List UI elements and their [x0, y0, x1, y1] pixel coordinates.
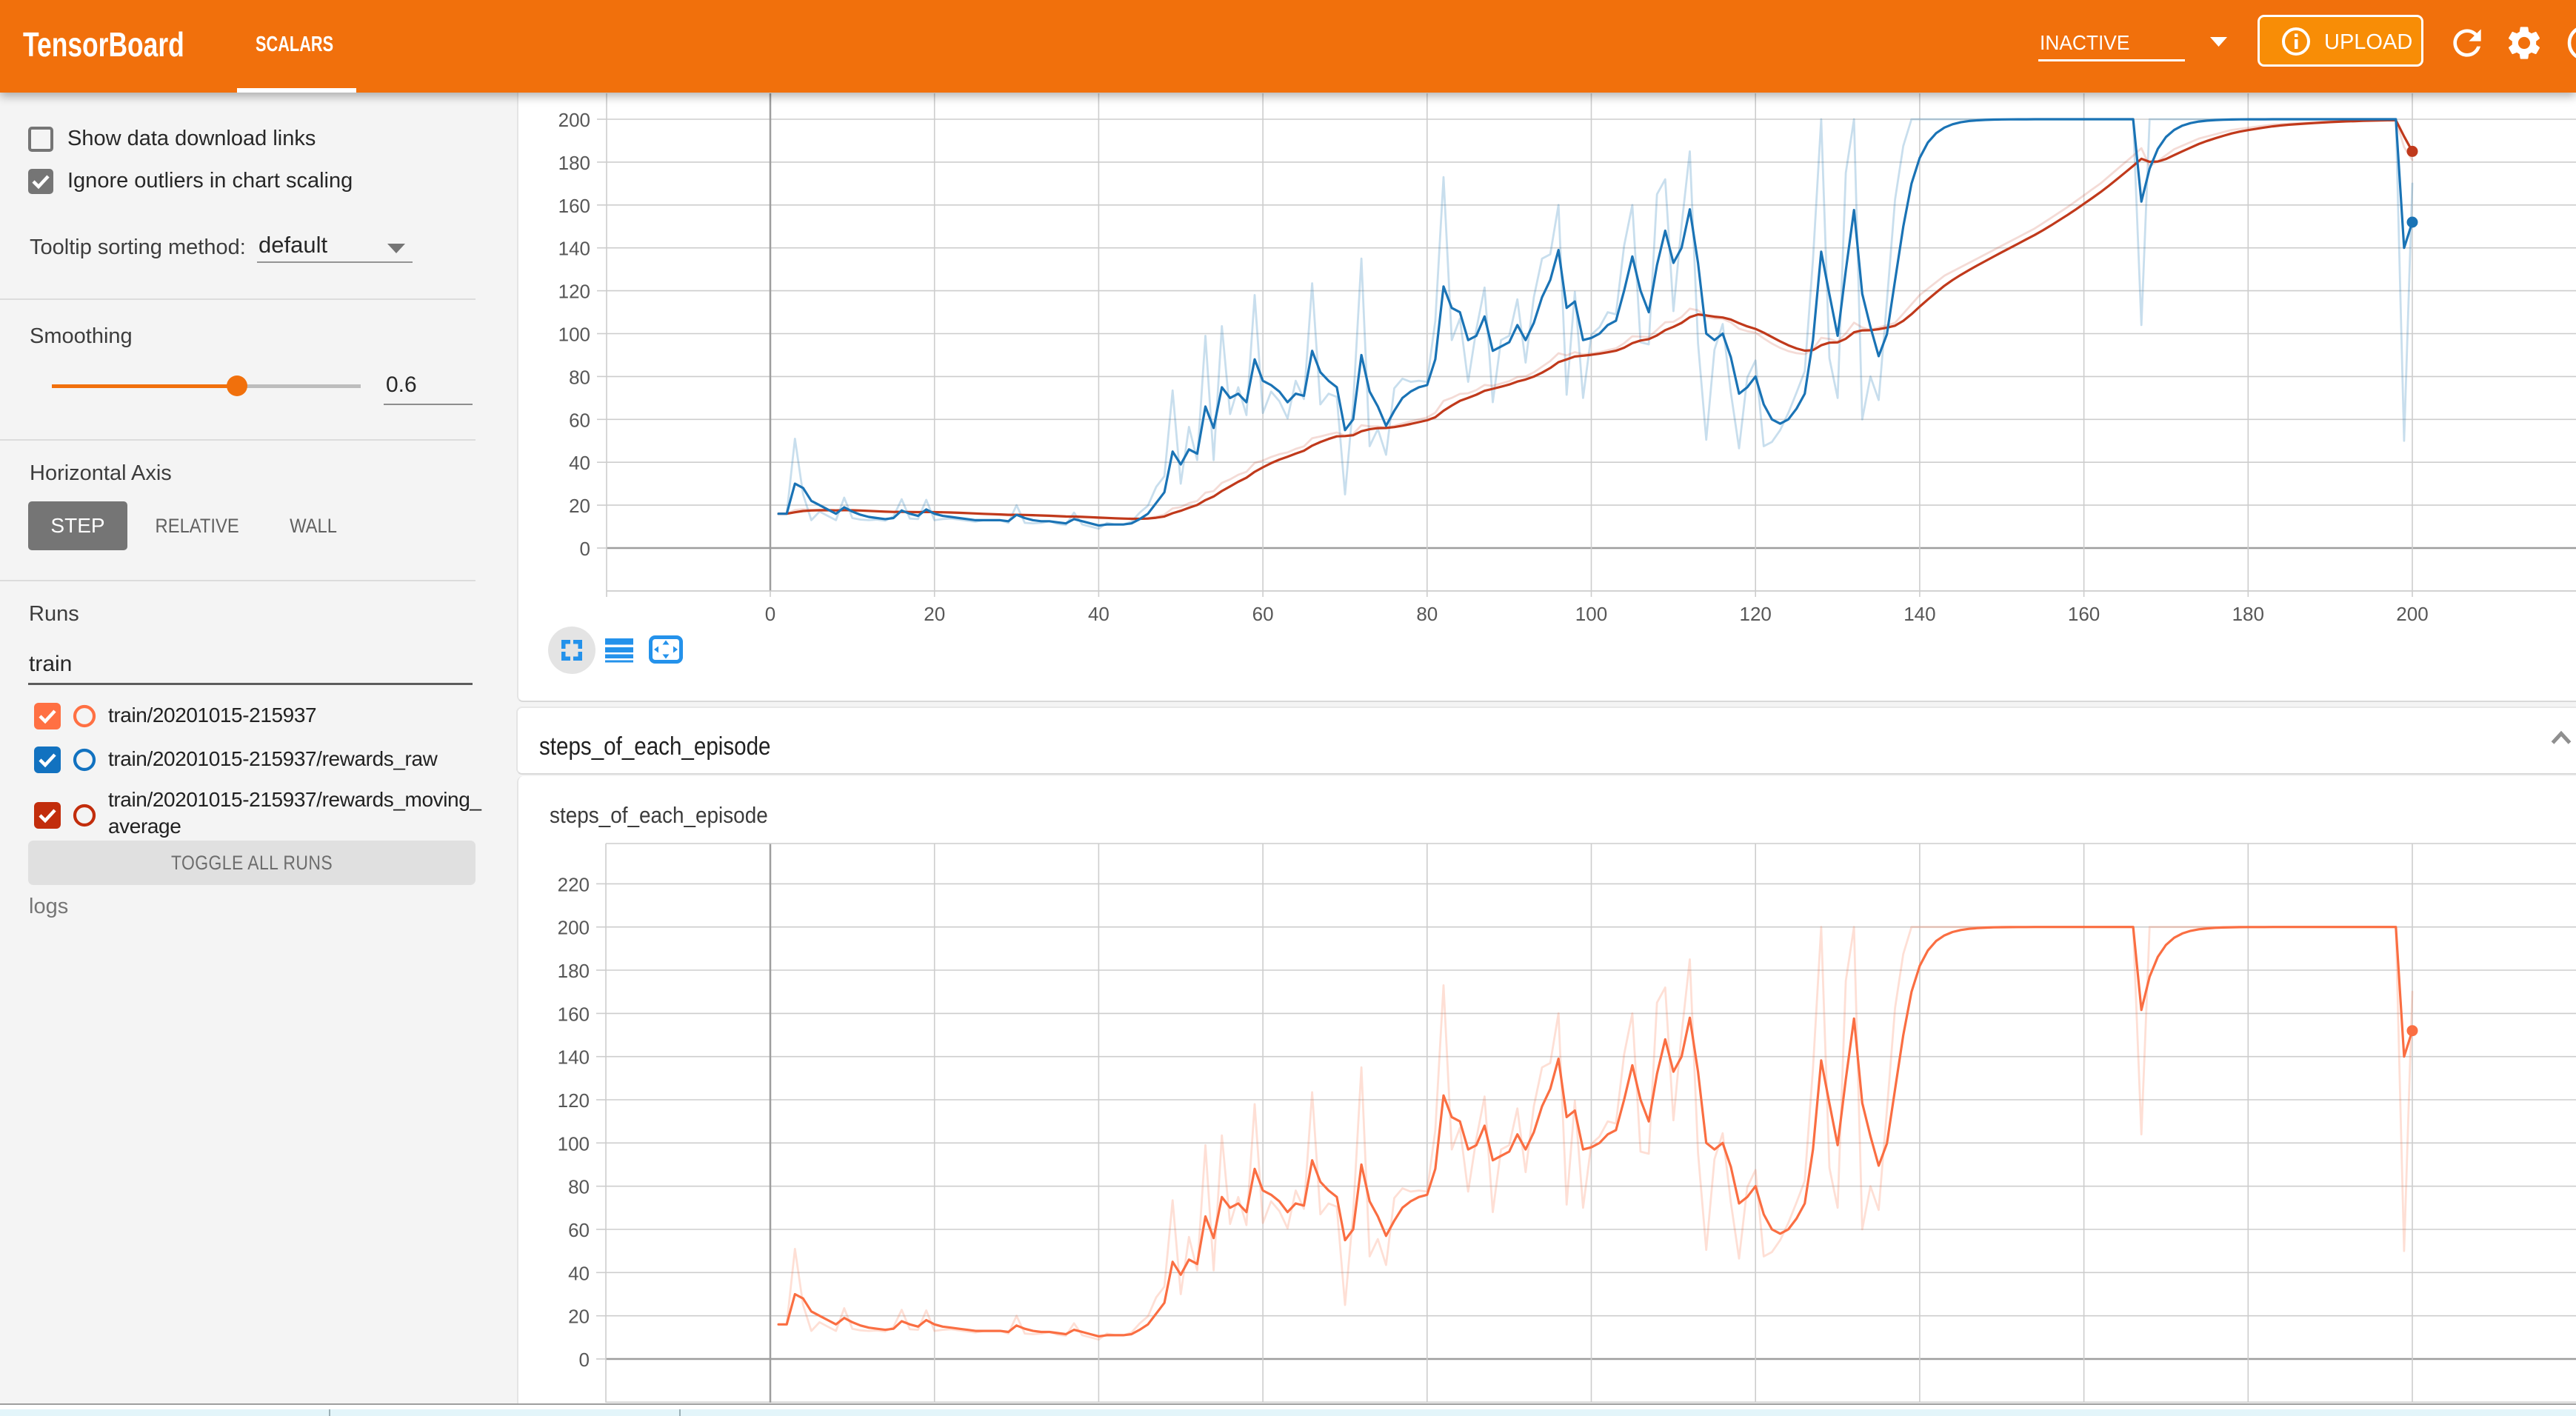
svg-text:0: 0 [579, 1349, 590, 1371]
svg-text:60: 60 [569, 409, 590, 431]
svg-text:140: 140 [558, 1046, 590, 1069]
svg-text:200: 200 [558, 109, 590, 131]
svg-text:200: 200 [558, 917, 590, 939]
svg-text:180: 180 [2232, 603, 2264, 625]
svg-text:160: 160 [558, 195, 590, 217]
svg-text:180: 180 [558, 960, 590, 982]
svg-text:200: 200 [2396, 603, 2428, 625]
svg-text:20: 20 [924, 603, 945, 625]
svg-text:120: 120 [1740, 603, 1772, 625]
svg-text:100: 100 [558, 1132, 590, 1155]
svg-text:120: 120 [558, 1089, 590, 1112]
svg-text:180: 180 [558, 152, 590, 174]
svg-text:100: 100 [1575, 603, 1607, 625]
svg-text:140: 140 [558, 238, 590, 260]
svg-text:140: 140 [1903, 603, 1935, 625]
svg-text:160: 160 [2068, 603, 2100, 625]
svg-text:220: 220 [558, 873, 590, 895]
svg-text:80: 80 [569, 366, 590, 388]
svg-text:40: 40 [568, 1262, 590, 1284]
svg-text:80: 80 [568, 1176, 590, 1198]
svg-text:80: 80 [1416, 603, 1438, 625]
svg-text:120: 120 [558, 281, 590, 303]
svg-text:20: 20 [568, 1306, 590, 1328]
svg-text:0: 0 [580, 538, 590, 560]
svg-text:40: 40 [569, 452, 590, 474]
svg-text:100: 100 [558, 324, 590, 346]
svg-text:160: 160 [558, 1003, 590, 1025]
svg-text:0: 0 [765, 603, 775, 625]
svg-text:20: 20 [569, 495, 590, 517]
svg-text:60: 60 [1252, 603, 1274, 625]
svg-text:60: 60 [568, 1219, 590, 1241]
svg-text:40: 40 [1088, 603, 1110, 625]
